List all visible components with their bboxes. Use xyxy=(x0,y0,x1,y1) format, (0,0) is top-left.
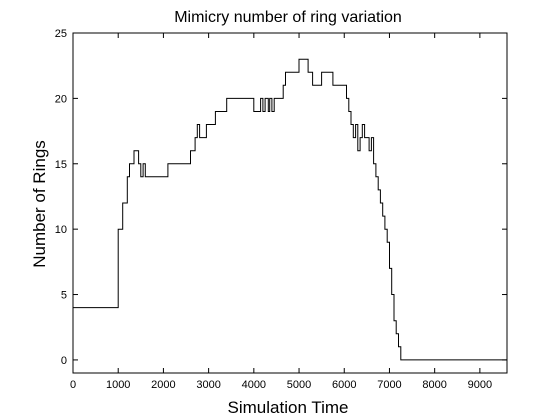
y-tick-label: 10 xyxy=(55,224,67,236)
x-tick-label: 7000 xyxy=(377,379,401,391)
x-tick-label: 4000 xyxy=(242,379,266,391)
axes-frame xyxy=(72,32,508,374)
y-tick-label: 0 xyxy=(61,355,67,367)
y-tick-label: 20 xyxy=(55,93,67,105)
y-axis-ticks: 0 5 10 15 20 25 xyxy=(55,28,507,367)
x-tick-label: 3000 xyxy=(196,379,220,391)
x-tick-label: 6000 xyxy=(332,379,356,391)
x-tick-label: 1000 xyxy=(106,379,130,391)
y-tick-label: 5 xyxy=(61,290,67,302)
series-line xyxy=(73,58,507,361)
plot-area: 0 1000 2000 3000 4000 5000 6000 7000 8000 9000 0 5… xyxy=(55,28,508,391)
x-axis-label: Simulation Time xyxy=(228,398,349,417)
x-axis-ticks: 0 1000 2000 3000 4000 5000 6000 7000 8000 9000 xyxy=(70,33,492,391)
x-tick-label: 5000 xyxy=(287,379,311,391)
y-axis-label: Number of Rings xyxy=(30,140,49,268)
y-tick-label: 25 xyxy=(55,28,67,40)
chart-title: Mimicry number of ring variation xyxy=(174,9,402,26)
x-tick-label: 0 xyxy=(70,379,76,391)
y-tick-label: 15 xyxy=(55,159,67,171)
x-tick-label: 8000 xyxy=(422,379,446,391)
x-tick-label: 9000 xyxy=(468,379,492,391)
x-tick-label: 2000 xyxy=(151,379,175,391)
